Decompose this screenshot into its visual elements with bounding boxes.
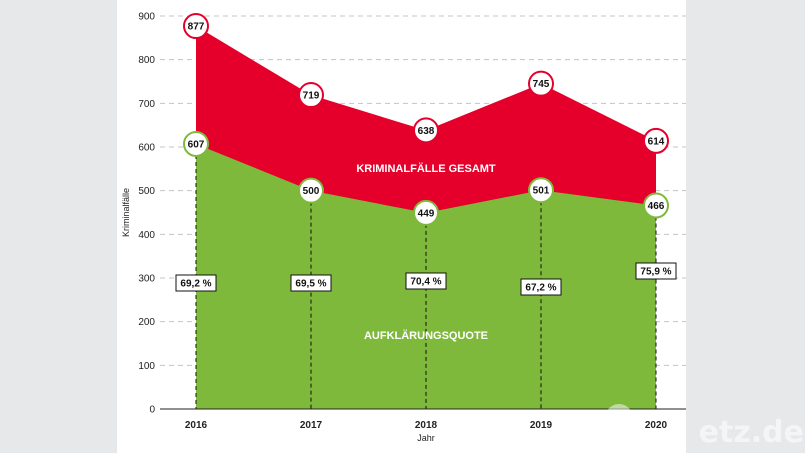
y-tick-label: 200 — [138, 317, 155, 328]
rate-labels: 69,2 % 69,5 % 70,4 % 67,2 % 75,9 % — [175, 262, 677, 296]
y-axis-label: Kriminalfälle — [121, 188, 131, 237]
value-marker — [528, 70, 554, 97]
y-tick-label: 700 — [138, 99, 155, 110]
value-marker — [413, 199, 439, 226]
value-marker — [643, 127, 669, 154]
watermark-text: etz.de — [699, 415, 804, 450]
y-tick-label: 900 — [138, 12, 155, 23]
value-label: 745 — [533, 79, 550, 90]
rate-box — [520, 278, 562, 296]
value-markers: 877 719 638 745 614 607 500 449 501 466 — [183, 13, 669, 226]
y-tick-label: 300 — [138, 274, 155, 285]
rate-label: 75,9 % — [640, 267, 671, 278]
rate-label: 70,4 % — [410, 277, 441, 288]
x-tick-label: 2019 — [530, 420, 553, 431]
x-tick-label: 2018 — [415, 420, 438, 431]
value-marker — [298, 177, 324, 204]
x-axis-label: Jahr — [417, 433, 435, 443]
value-label: 449 — [418, 208, 435, 219]
value-label: 719 — [303, 91, 320, 102]
series-label-total: KRIMINALFÄLLE GESAMT — [356, 162, 496, 175]
y-tick-label: 800 — [138, 55, 155, 66]
y-tick-label: 500 — [138, 186, 155, 197]
value-marker — [413, 117, 439, 144]
value-label: 501 — [533, 186, 550, 197]
value-marker — [298, 82, 324, 109]
y-tick-label: 400 — [138, 230, 155, 241]
x-axis-ticks: 2016 2017 2018 2019 2020 — [185, 420, 668, 431]
x-tick-label: 2017 — [300, 420, 323, 431]
rate-label: 69,5 % — [295, 279, 326, 290]
value-marker — [183, 130, 209, 157]
rate-label: 69,2 % — [180, 279, 211, 290]
value-marker — [643, 192, 669, 219]
rate-box — [290, 274, 332, 292]
value-marker — [183, 13, 209, 40]
watermark-logo-icon — [605, 404, 633, 432]
y-tick-label: 600 — [138, 143, 155, 154]
rate-box — [405, 272, 447, 290]
y-tick-label: 0 — [149, 405, 155, 416]
value-label: 607 — [188, 139, 205, 150]
series-label-clearance: AUFKLÄRUNGSQUOTE — [364, 329, 488, 342]
value-marker — [528, 177, 554, 204]
rate-label: 67,2 % — [525, 283, 556, 294]
rate-box — [635, 262, 677, 280]
value-label: 614 — [648, 136, 665, 147]
y-tick-label: 100 — [138, 361, 155, 372]
value-label: 466 — [648, 201, 665, 212]
x-tick-label: 2020 — [645, 420, 668, 431]
rate-box — [175, 274, 217, 292]
y-axis-ticks: 0 100 200 300 400 500 600 700 800 900 — [138, 12, 155, 416]
value-label: 500 — [303, 186, 320, 197]
value-label: 877 — [188, 22, 205, 33]
x-tick-label: 2016 — [185, 420, 208, 431]
value-label: 638 — [418, 126, 435, 137]
